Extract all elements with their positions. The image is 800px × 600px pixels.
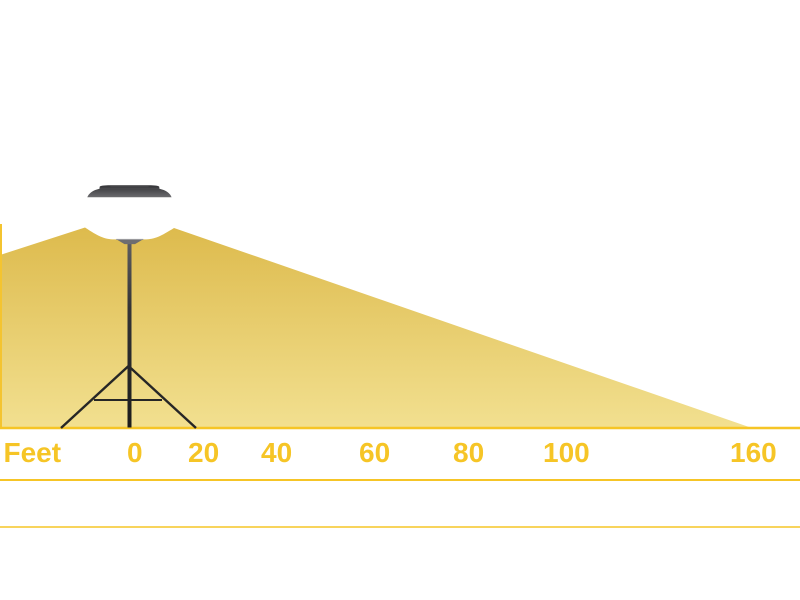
svg-text:100: 100 [543, 437, 590, 468]
svg-text:60: 60 [359, 437, 390, 468]
svg-text:20: 20 [188, 437, 219, 468]
svg-text:Feet: Feet [4, 437, 62, 468]
svg-text:80: 80 [453, 437, 484, 468]
svg-text:40: 40 [261, 437, 292, 468]
svg-text:160: 160 [730, 437, 777, 468]
svg-text:0: 0 [127, 437, 143, 468]
